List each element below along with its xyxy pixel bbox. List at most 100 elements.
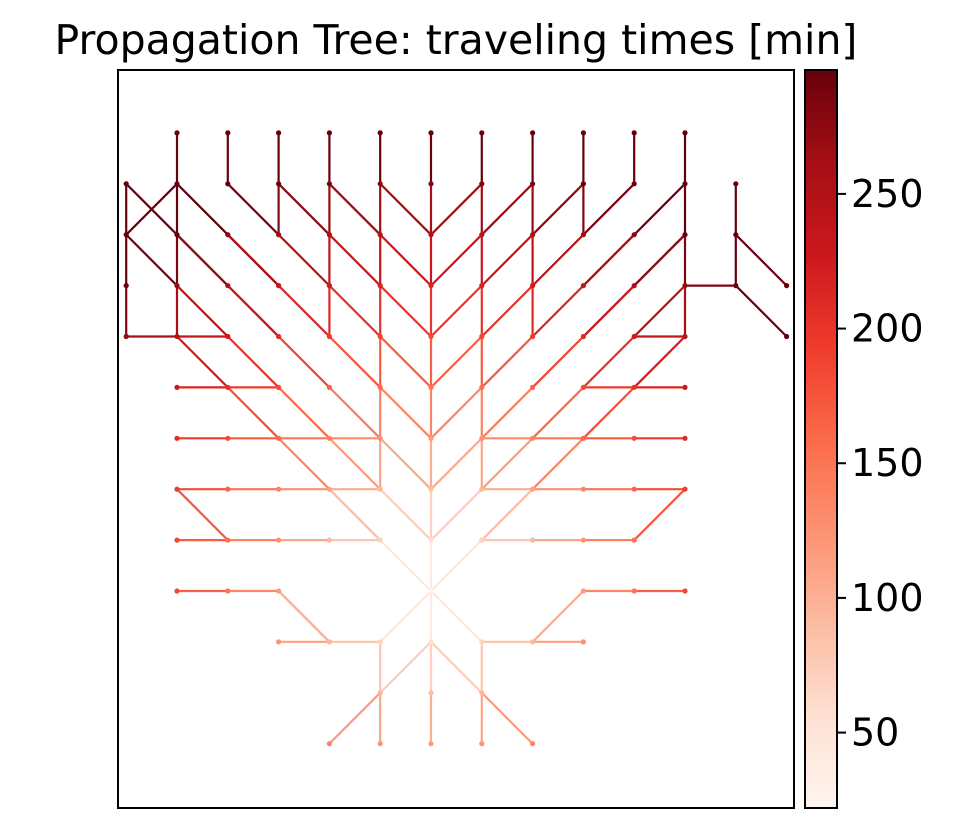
tree-edge [531, 437, 585, 491]
tree-edge [379, 233, 433, 287]
tree-node [479, 690, 485, 696]
tree-edge [226, 233, 280, 287]
tree-node [174, 588, 180, 594]
tree-node [479, 435, 485, 441]
tree-edge [429, 284, 483, 338]
tree-node [479, 384, 485, 390]
tree-edge [328, 437, 382, 491]
tree-edge [633, 335, 687, 389]
tree-edge [531, 589, 585, 644]
tree-node [377, 384, 383, 390]
tree-node [428, 181, 434, 187]
tree-edge [429, 437, 483, 491]
tree-edge [480, 182, 534, 236]
tree-edge [379, 386, 433, 440]
colorbar-tick-label: 150 [851, 441, 924, 485]
tree-edge [328, 284, 382, 338]
tree-edge [582, 335, 636, 389]
tree-node [276, 435, 282, 441]
tree-node [530, 333, 536, 340]
tree-edge [531, 233, 585, 287]
tree-node [682, 384, 688, 390]
tree-edge [379, 488, 433, 542]
tree-edge [125, 182, 179, 236]
tree-node [530, 232, 536, 238]
tree-node [631, 283, 637, 289]
tree-edge [379, 589, 433, 644]
tree-node [479, 741, 485, 747]
tree-edges [125, 131, 788, 745]
tree-edge [582, 182, 636, 236]
tree-node [631, 588, 637, 594]
tree-node [428, 333, 434, 340]
tree-node [428, 639, 434, 645]
colorbar-tick-label: 250 [851, 172, 924, 216]
tree-node [530, 537, 536, 543]
tree-node [682, 181, 688, 187]
tree-node [377, 486, 383, 492]
tree-node [326, 181, 332, 187]
tree-node [479, 639, 485, 645]
tree-node [276, 181, 282, 187]
tree-node [225, 486, 231, 492]
tree-node [326, 384, 332, 390]
tree-node [326, 435, 332, 441]
tree-node [580, 181, 587, 187]
tree-edge [429, 386, 483, 440]
tree-edge [633, 182, 687, 236]
colorbar [804, 69, 838, 809]
tree-edge [480, 386, 534, 440]
tree-edge [175, 335, 229, 389]
colorbar-tick-label: 200 [851, 307, 924, 351]
tree-node [377, 181, 383, 187]
tree-edge [226, 284, 280, 338]
tree-node [580, 435, 587, 441]
tree-edge [226, 182, 280, 236]
tree-node [123, 333, 129, 340]
tree-edge [429, 182, 483, 236]
tree-edge [379, 182, 433, 236]
tree-node [580, 588, 587, 594]
tree-node [530, 283, 536, 289]
tree-node [326, 639, 332, 645]
tree-node [174, 232, 180, 238]
tree-node [479, 486, 485, 492]
tree-node [428, 283, 434, 289]
tree-edge [734, 284, 788, 338]
tree-edge [328, 233, 382, 287]
tree-edge [175, 488, 229, 542]
tree-node [123, 232, 129, 238]
tree-node [580, 639, 587, 645]
tree-edge [175, 284, 229, 338]
tree-node [225, 130, 231, 136]
colorbar-ticks: 50 100 150 200 250 [837, 172, 924, 755]
tree-edge [277, 437, 331, 491]
tree-node [377, 741, 383, 747]
tree-node [479, 283, 485, 289]
tree-edge [582, 284, 636, 338]
tree-edge [379, 437, 433, 491]
tree-node [276, 130, 282, 136]
tree-node [682, 333, 688, 340]
tree-node [174, 537, 180, 543]
tree-node [225, 333, 231, 340]
tree-node [225, 435, 231, 441]
tree-edge [480, 691, 534, 745]
tree-node [377, 130, 383, 136]
tree-node [479, 537, 485, 543]
tree-edge [480, 488, 534, 542]
tree-node [631, 435, 637, 441]
tree-node [174, 283, 180, 289]
tree-node [174, 130, 180, 136]
tree-node [530, 130, 536, 136]
tree-node [276, 283, 282, 289]
tree-node [276, 588, 282, 594]
tree-node [377, 333, 383, 340]
colorbar-tick-label: 100 [851, 576, 924, 620]
tree-edge [328, 691, 382, 745]
tree-node [580, 130, 587, 136]
tree-node [580, 486, 587, 492]
tree-edge [480, 437, 534, 491]
tree-node [428, 232, 434, 238]
